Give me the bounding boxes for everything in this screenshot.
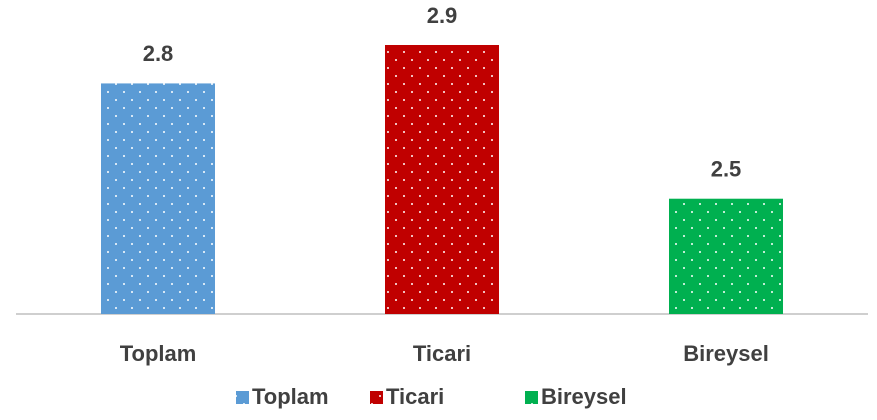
- value-label: 2.5: [711, 157, 742, 182]
- bar: [101, 83, 215, 314]
- legend-label: Ticari: [386, 384, 444, 409]
- x-tick-label: Ticari: [413, 341, 471, 366]
- legend-swatch-pattern: [370, 391, 383, 404]
- x-tick-label: Toplam: [120, 341, 197, 366]
- x-tick-label: Bireysel: [683, 341, 769, 366]
- legend-label: Toplam: [252, 384, 329, 409]
- legend-label: Bireysel: [541, 384, 627, 409]
- value-label: 2.9: [427, 3, 458, 28]
- bar: [669, 198, 783, 314]
- legend-swatch-pattern: [236, 391, 249, 404]
- bar: [385, 45, 499, 314]
- legend-swatch-pattern: [525, 391, 538, 404]
- value-label: 2.8: [143, 41, 174, 66]
